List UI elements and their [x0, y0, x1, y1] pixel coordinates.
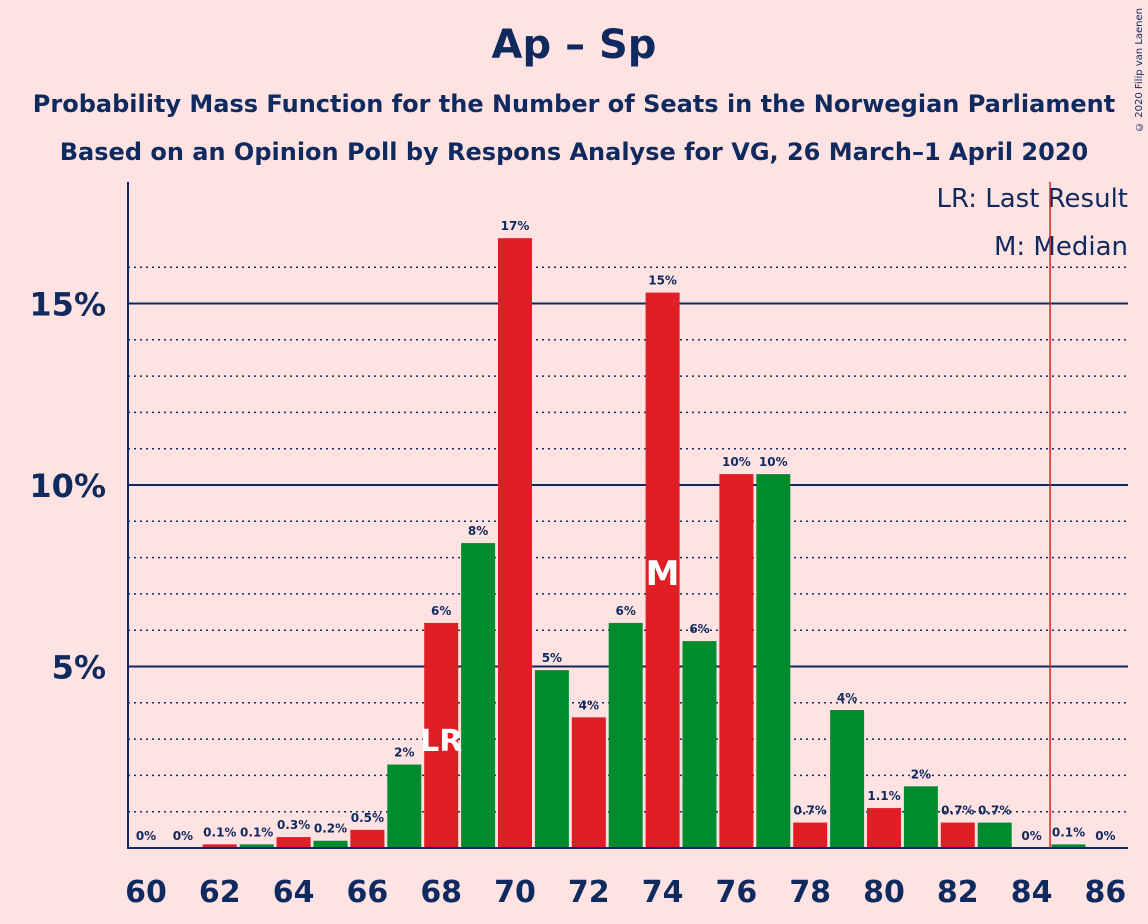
chart-subtitle-1: Probability Mass Function for the Number… — [32, 90, 1116, 118]
bar-value-label: 10% — [722, 455, 751, 469]
chart-subtitle-2: Based on an Opinion Poll by Respons Anal… — [59, 138, 1089, 166]
bar-seat-63 — [239, 844, 274, 848]
bar-value-label: 0% — [173, 829, 193, 843]
y-tick-label: 5% — [52, 649, 106, 687]
x-tick-label: 82 — [937, 875, 979, 910]
bar-value-label: 0.5% — [351, 811, 384, 825]
bar-value-label: 4% — [579, 698, 599, 712]
bar-value-label: 0.7% — [978, 804, 1011, 818]
bar-value-label: 17% — [501, 219, 530, 233]
bar-seat-62 — [202, 844, 237, 848]
bar-value-label: 1.1% — [867, 789, 900, 803]
bar-value-label: 0.7% — [941, 804, 974, 818]
bar-value-label: 8% — [468, 524, 488, 538]
y-tick-label: 10% — [29, 467, 106, 505]
bar-seat-82 — [940, 822, 975, 848]
bar-value-label: 4% — [837, 691, 857, 705]
x-tick-label: 62 — [199, 875, 241, 910]
last-result-marker: LR — [420, 724, 462, 759]
y-tick-label: 15% — [29, 286, 106, 324]
bar-value-label: 2% — [911, 767, 931, 781]
bar-value-label: 0% — [1021, 829, 1041, 843]
x-tick-label: 60 — [125, 875, 167, 910]
bar-seat-67 — [387, 764, 422, 848]
x-tick-label: 70 — [494, 875, 536, 910]
bar-seat-78 — [793, 822, 828, 848]
x-tick-label: 86 — [1085, 875, 1127, 910]
bar-seat-79 — [830, 710, 865, 848]
bar-seat-69 — [461, 543, 496, 848]
bar-seat-64 — [276, 837, 311, 848]
bar-seat-72 — [571, 717, 606, 848]
bar-seat-85 — [1051, 844, 1086, 848]
bar-value-label: 2% — [394, 746, 414, 760]
bar-seat-68 — [424, 622, 459, 848]
x-tick-label: 78 — [789, 875, 831, 910]
bar-value-label: 0.3% — [277, 818, 310, 832]
bar-value-label: 0.1% — [240, 825, 273, 839]
bar-seat-70 — [498, 238, 532, 848]
bar-seat-66 — [350, 829, 385, 848]
x-tick-label: 72 — [568, 875, 610, 910]
x-tick-label: 68 — [420, 875, 462, 910]
x-tick-label: 84 — [1011, 875, 1053, 910]
bar-seat-83 — [977, 822, 1012, 848]
bar-value-label: 0.1% — [203, 825, 236, 839]
bar-value-label: 0.2% — [314, 822, 347, 836]
legend-last-result: LR: Last Result — [936, 184, 1128, 214]
chart-title: Ap – Sp — [491, 22, 657, 68]
bar-value-label: 0.7% — [794, 804, 827, 818]
bar-seat-74 — [645, 292, 680, 848]
bar-seat-77 — [756, 474, 791, 848]
bar-seat-73 — [608, 622, 643, 848]
bar-seat-65 — [313, 840, 348, 848]
bar-value-label: 6% — [616, 604, 636, 618]
bar-value-label: 15% — [648, 274, 677, 288]
median-marker: M — [646, 554, 680, 594]
bar-seat-75 — [682, 641, 717, 848]
x-tick-label: 74 — [642, 875, 684, 910]
bar-value-label: 10% — [759, 455, 788, 469]
bar-seat-71 — [534, 670, 569, 848]
bar-value-label: 6% — [689, 622, 709, 636]
bar-value-label: 6% — [431, 604, 451, 618]
bar-value-label: 0% — [136, 829, 156, 843]
x-tick-label: 76 — [716, 875, 758, 910]
bar-seat-81 — [903, 786, 938, 848]
bar-seat-80 — [867, 808, 901, 848]
bar-seat-76 — [719, 474, 754, 848]
x-tick-label: 80 — [863, 875, 905, 910]
bar-value-label: 0.1% — [1052, 825, 1085, 839]
legend-median: M: Median — [993, 232, 1128, 262]
bar-value-label: 0% — [1095, 829, 1115, 843]
x-tick-label: 66 — [347, 875, 389, 910]
bar-value-label: 5% — [542, 651, 562, 665]
x-tick-label: 64 — [273, 875, 315, 910]
